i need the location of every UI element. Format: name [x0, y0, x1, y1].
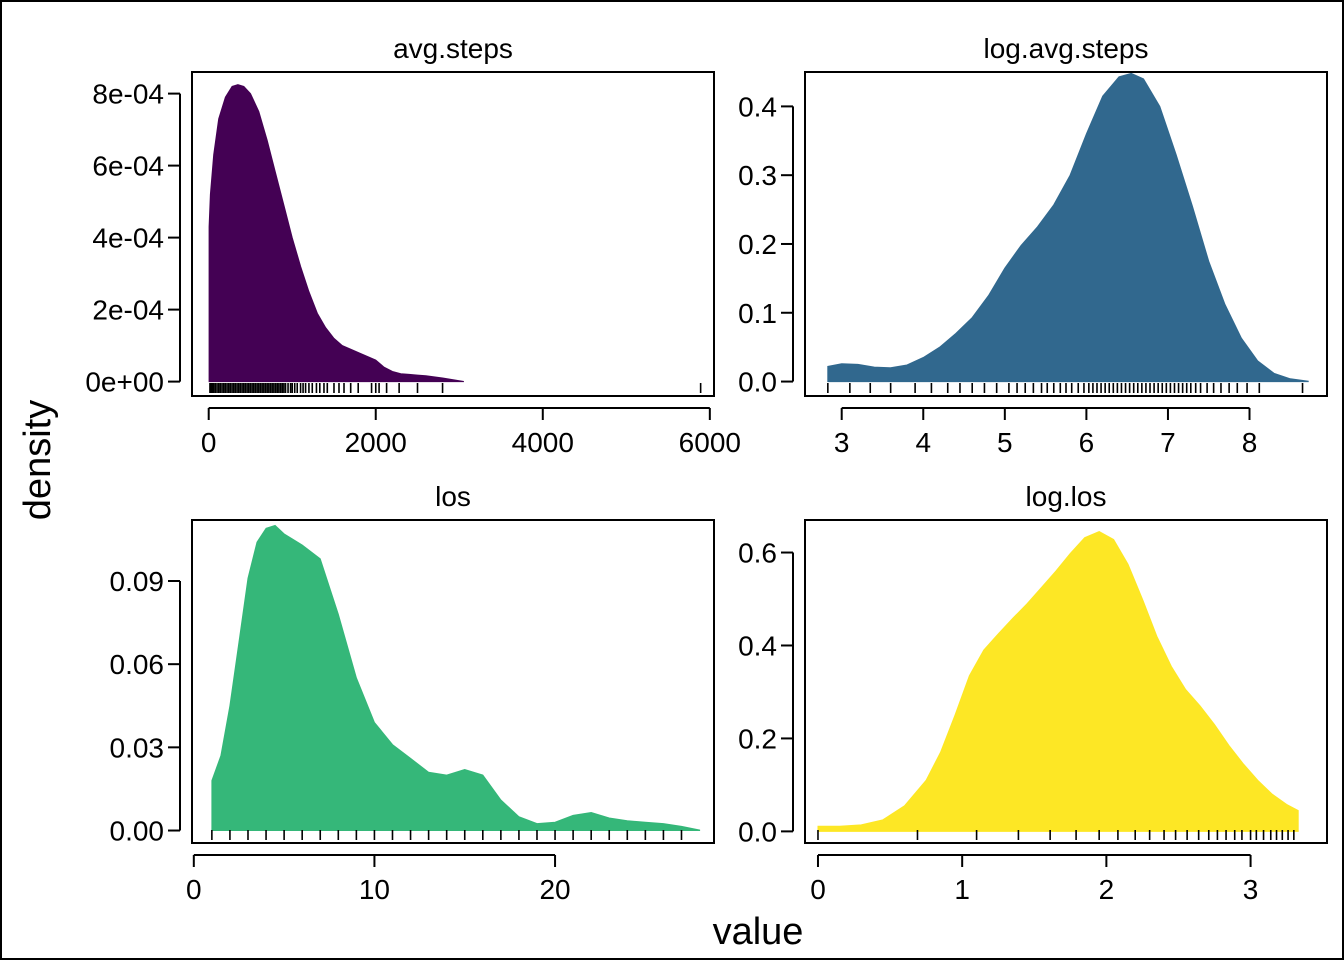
panel-los: los 0 10 20 0.00 0.03 0.06 0.09 [110, 481, 715, 905]
x-axis-los: 0 10 20 [186, 854, 571, 905]
y-tick-label: 0.3 [738, 160, 777, 191]
y-tick-label: 0.2 [738, 723, 777, 754]
y-tick-label: 0.0 [738, 367, 777, 398]
rug-log-los [817, 830, 1295, 840]
x-axis-log-los: 0 1 2 3 [810, 854, 1259, 905]
x-tick-label: 3 [1243, 874, 1259, 905]
x-axis-avg-steps: 0 2000 4000 6000 [201, 407, 741, 458]
y-tick-label: 0.6 [738, 538, 777, 569]
x-tick-label: 0 [201, 427, 217, 458]
x-tick-label: 10 [359, 874, 390, 905]
plot-frame-log-avg-steps [804, 71, 1328, 397]
x-axis-log-avg-steps: 3 4 5 6 7 8 [834, 407, 1258, 458]
x-tick-label: 0 [810, 874, 826, 905]
x-tick-label: 5 [997, 427, 1013, 458]
panel-avg-steps: avg.steps 0 2000 4000 6000 0e+00 2e-04 4e-04 6e-… [85, 33, 741, 458]
y-tick-label: 0.0 [738, 816, 777, 847]
x-tick-label: 6 [1079, 427, 1095, 458]
x-tick-label: 4 [915, 427, 931, 458]
rug-avg-steps [209, 383, 702, 393]
y-tick-label: 0.1 [738, 298, 777, 329]
x-tick-label: 7 [1160, 427, 1176, 458]
x-tick-label: 6000 [679, 427, 741, 458]
panel-title-log-avg-steps: log.avg.steps [984, 33, 1149, 64]
density-area-log-los [817, 531, 1299, 832]
x-tick-label: 2000 [345, 427, 407, 458]
panel-title-los: los [435, 481, 471, 512]
y-tick-label: 2e-04 [92, 295, 164, 326]
x-tick-label: 1 [954, 874, 970, 905]
y-tick-label: 0.06 [110, 649, 165, 680]
y-tick-label: 6e-04 [92, 151, 164, 182]
y-tick-label: 0.00 [110, 816, 165, 847]
y-tick-label: 0.4 [738, 91, 777, 122]
x-tick-label: 3 [834, 427, 850, 458]
x-axis-title: value [713, 911, 804, 953]
density-area-log-avg-steps [827, 72, 1309, 383]
rug-los [211, 830, 683, 840]
density-area-los [211, 524, 701, 831]
x-tick-label: 8 [1242, 427, 1258, 458]
panel-title-log-los: log.los [1026, 481, 1107, 512]
y-tick-label: 4e-04 [92, 223, 164, 254]
plot-frame-log-los [804, 519, 1328, 844]
y-axis-log-avg-steps: 0.0 0.1 0.2 0.3 0.4 [738, 91, 794, 398]
y-axis-avg-steps: 0e+00 2e-04 4e-04 6e-04 8e-04 [85, 79, 181, 398]
plot-frame-avg-steps [191, 71, 715, 397]
y-tick-label: 0.4 [738, 630, 777, 661]
y-axis-title: density [17, 400, 59, 520]
x-tick-label: 0 [186, 874, 202, 905]
y-tick-label: 0.09 [110, 566, 165, 597]
x-tick-label: 2 [1099, 874, 1115, 905]
y-tick-label: 0.03 [110, 732, 165, 763]
rug-log-avg-steps [827, 383, 1304, 393]
y-axis-los: 0.00 0.03 0.06 0.09 [110, 566, 181, 847]
panel-title-avg-steps: avg.steps [393, 33, 513, 64]
x-tick-label: 4000 [512, 427, 574, 458]
y-tick-label: 0.2 [738, 229, 777, 260]
plot-frame-los [191, 519, 715, 844]
x-tick-label: 20 [539, 874, 570, 905]
density-area-avg-steps [208, 84, 464, 383]
panel-log-avg-steps: log.avg.steps 3 4 5 6 7 8 0.0 0.1 0.2 0.3 0.4 [738, 33, 1328, 458]
y-axis-log-los: 0.0 0.2 0.4 0.6 [738, 538, 794, 847]
panel-log-los: log.los 0 1 2 3 0.0 0.2 0.4 0.6 [738, 481, 1328, 905]
y-tick-label: 0e+00 [85, 367, 164, 398]
y-tick-label: 8e-04 [92, 79, 164, 110]
